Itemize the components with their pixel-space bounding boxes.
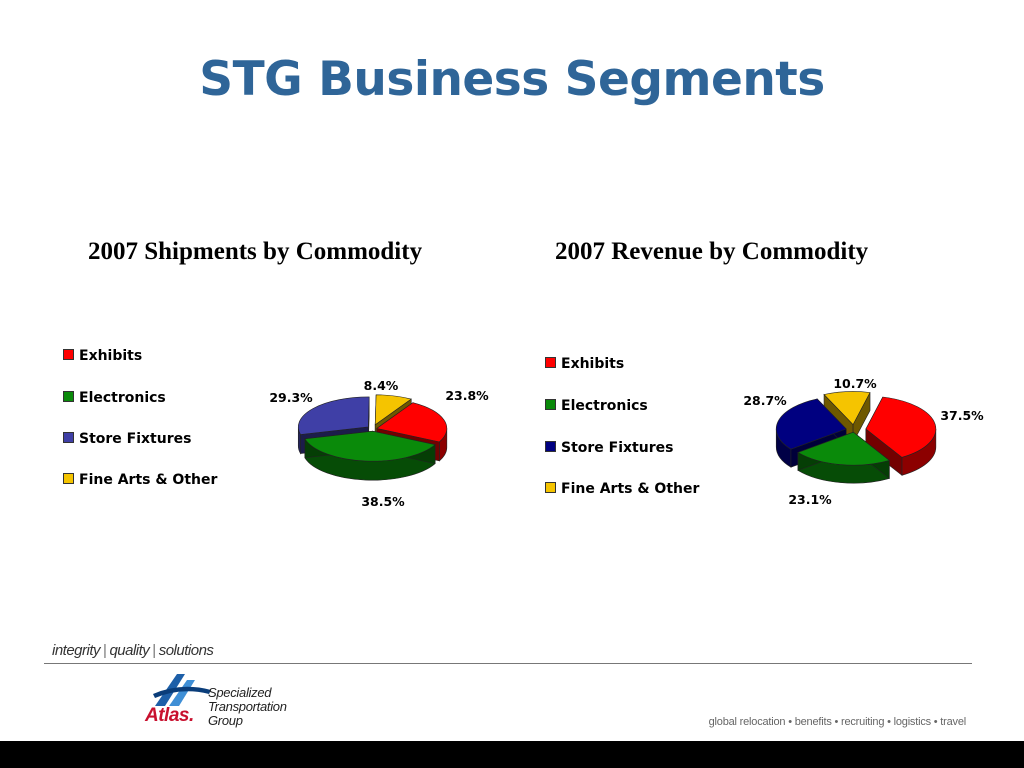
atlas-logo-mark-icon	[153, 674, 211, 706]
pie-slice-electronics	[797, 431, 890, 466]
slide-title: STG Business Segments	[199, 52, 825, 107]
legend-label: Store Fixtures	[561, 440, 674, 456]
atlas-logo-subtitle: Specialized Transportation Group	[208, 686, 287, 728]
data-label: 29.3%	[269, 390, 313, 405]
pie-slice-fine-arts-other	[374, 394, 412, 426]
tagline-word: solutions	[158, 642, 214, 659]
legend-item-exhibits: Exhibits	[545, 356, 624, 372]
legend-swatch-electronics	[63, 391, 74, 402]
legend-swatch-electronics	[545, 399, 556, 410]
legend-label: Exhibits	[79, 348, 143, 364]
legend-swatch-store-fixtures	[545, 441, 556, 452]
legend-item-fine-arts: Fine Arts & Other	[63, 472, 217, 488]
legend-label: Exhibits	[561, 356, 625, 372]
legend-label: Store Fixtures	[79, 431, 192, 447]
legend-item-electronics: Electronics	[63, 390, 166, 406]
tagline: integrity | quality | solutions	[52, 642, 214, 659]
legend-label: Fine Arts & Other	[561, 481, 700, 497]
legend-item-electronics: Electronics	[545, 398, 648, 414]
legend-item-exhibits: Exhibits	[63, 348, 142, 364]
legend-item-fine-arts: Fine Arts & Other	[545, 481, 699, 497]
logo-sub-line: Transportation	[208, 699, 287, 714]
legend-item-store-fixtures: Store Fixtures	[545, 440, 673, 456]
pie-slice-exhibits	[376, 402, 448, 443]
data-label: 38.5%	[361, 494, 405, 509]
atlas-logo: Atlas. Specialized Transportation Group	[145, 668, 295, 730]
legend-label: Fine Arts & Other	[79, 472, 218, 488]
legend-label: Electronics	[561, 398, 648, 414]
services-line: global relocation • benefits • recruitin…	[708, 716, 967, 728]
chart-title-revenue: 2007 Revenue by Commodity	[555, 238, 869, 265]
legend-swatch-store-fixtures	[63, 432, 74, 443]
pie-slice-electronics	[304, 430, 436, 462]
pie-slice-store-fixtures	[775, 398, 847, 450]
data-label: 23.8%	[445, 388, 489, 403]
data-label: 37.5%	[940, 408, 984, 423]
atlas-logo-word: Atlas.	[145, 705, 194, 726]
data-label: 23.1%	[788, 492, 832, 507]
bottom-bar	[0, 741, 1024, 768]
legend-swatch-exhibits	[63, 349, 74, 360]
pie-slice-exhibits	[865, 396, 937, 458]
pie-chart-shipments: 23.8% 38.5% 29.3% 8.4%	[269, 378, 489, 509]
legend-swatch-exhibits	[545, 357, 556, 368]
legend-swatch-fine-arts	[545, 482, 556, 493]
chart-title-shipments: 2007 Shipments by Commodity	[88, 238, 423, 265]
logo-sub-line: Specialized	[208, 685, 272, 700]
footer-divider	[44, 663, 972, 664]
tagline-word: quality	[109, 642, 150, 659]
legend-item-store-fixtures: Store Fixtures	[63, 431, 191, 447]
logo-sub-line: Group	[208, 713, 243, 728]
pie-slice-store-fixtures	[298, 396, 370, 435]
data-label: 8.4%	[364, 378, 399, 393]
legend-swatch-fine-arts	[63, 473, 74, 484]
tagline-word: integrity	[52, 642, 101, 659]
pie-slice-fine-arts-other	[823, 391, 871, 426]
legend-label: Electronics	[79, 390, 166, 406]
data-label: 10.7%	[833, 376, 877, 391]
data-label: 28.7%	[743, 393, 787, 408]
pie-chart-revenue: 37.5% 23.1% 28.7% 10.7%	[743, 376, 984, 507]
